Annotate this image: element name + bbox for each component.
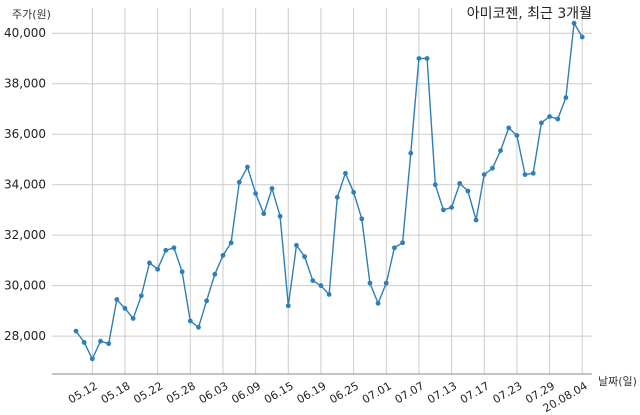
data-point <box>334 194 340 200</box>
data-point <box>490 165 495 171</box>
data-point <box>465 188 471 194</box>
x-tick-label: 05.22 <box>131 379 165 406</box>
data-point <box>163 247 169 253</box>
x-tick-label: 06.09 <box>229 379 263 406</box>
y-tick-label: 38,000 <box>4 77 46 91</box>
x-tick-label: 06.03 <box>197 379 231 406</box>
x-tick-label: 06.19 <box>295 379 329 406</box>
y-tick-label: 36,000 <box>4 127 46 141</box>
data-point <box>147 260 152 266</box>
data-point <box>498 148 503 154</box>
x-tick-label: 07.17 <box>458 379 492 406</box>
y-tick-label: 34,000 <box>4 178 46 192</box>
data-point <box>432 182 438 188</box>
y-tick-label: 40,000 <box>4 26 46 40</box>
y-tick-label: 32,000 <box>4 228 46 242</box>
data-point <box>310 278 316 284</box>
data-point <box>155 266 161 272</box>
x-tick-label: 07.01 <box>360 379 394 406</box>
data-point <box>228 240 234 246</box>
x-tick-label: 05.12 <box>66 379 100 406</box>
data-point <box>114 297 120 302</box>
data-point <box>441 207 446 213</box>
data-point <box>73 328 79 334</box>
data-point <box>375 300 381 306</box>
x-tick-label: 05.18 <box>99 379 133 406</box>
x-tick-label: 07.07 <box>393 379 427 406</box>
data-point <box>122 305 128 311</box>
x-gridlines <box>91 8 583 374</box>
data-point <box>277 213 283 219</box>
data-point <box>196 324 201 330</box>
data-point <box>171 245 177 251</box>
data-point <box>236 179 242 185</box>
data-point <box>506 125 512 131</box>
data-point <box>539 120 544 126</box>
data-point <box>449 205 454 210</box>
data-point <box>302 254 308 260</box>
data-point <box>187 318 193 324</box>
data-point <box>220 252 226 258</box>
data-point <box>245 164 250 170</box>
chart-title: 아미코젠, 최근 3개월 <box>467 6 592 22</box>
data-point <box>555 116 561 122</box>
data-point <box>416 56 422 61</box>
data-point <box>579 34 585 40</box>
data-point <box>269 186 275 191</box>
data-point <box>98 338 103 344</box>
data-point <box>383 280 389 286</box>
x-tick-label: 07.23 <box>491 379 525 406</box>
data-point <box>563 95 569 101</box>
data-point <box>473 217 479 223</box>
data-point <box>392 245 397 251</box>
data-point <box>106 341 112 347</box>
x-tick-labels: 05.1205.1805.2205.2806.0306.0906.1506.19… <box>66 379 590 415</box>
data-point <box>530 170 536 176</box>
data-point <box>571 20 577 26</box>
data-point <box>351 189 357 195</box>
data-point <box>212 271 218 277</box>
data-point <box>367 280 373 286</box>
y-tick-label: 28,000 <box>4 329 46 343</box>
data-point <box>547 114 552 119</box>
data-point <box>204 298 210 304</box>
data-point <box>522 172 528 177</box>
data-point <box>408 150 414 156</box>
data-point <box>253 191 259 196</box>
series-line <box>75 20 583 361</box>
data-point <box>457 181 463 186</box>
data-point <box>285 303 291 309</box>
x-tick-label: 07.13 <box>425 379 459 406</box>
x-axis-title: 날짜(일) <box>598 374 637 388</box>
x-tick-label: 05.28 <box>164 379 198 406</box>
y-tick-labels: 28,000 30,000 32,000 34,000 36,000 38,000 40,0… <box>4 26 46 343</box>
data-point <box>81 340 87 345</box>
y-tick-label: 30,000 <box>4 279 46 293</box>
data-point <box>424 56 430 61</box>
data-point <box>261 211 267 217</box>
data-point <box>318 283 324 289</box>
data-point <box>179 269 185 275</box>
y-axis-title: 주가(원) <box>12 8 51 21</box>
data-point <box>343 170 348 176</box>
x-tick-label: 06.25 <box>327 379 361 406</box>
data-point <box>481 172 487 177</box>
data-point <box>514 133 520 138</box>
data-point <box>294 242 299 248</box>
data-point <box>359 216 365 222</box>
data-point <box>400 240 405 246</box>
data-points <box>73 20 585 362</box>
data-point <box>326 292 332 297</box>
data-point <box>130 316 136 321</box>
y-gridlines <box>52 32 592 337</box>
data-point <box>138 293 144 299</box>
x-tick-label: 06.15 <box>262 379 296 406</box>
data-point <box>89 356 95 362</box>
